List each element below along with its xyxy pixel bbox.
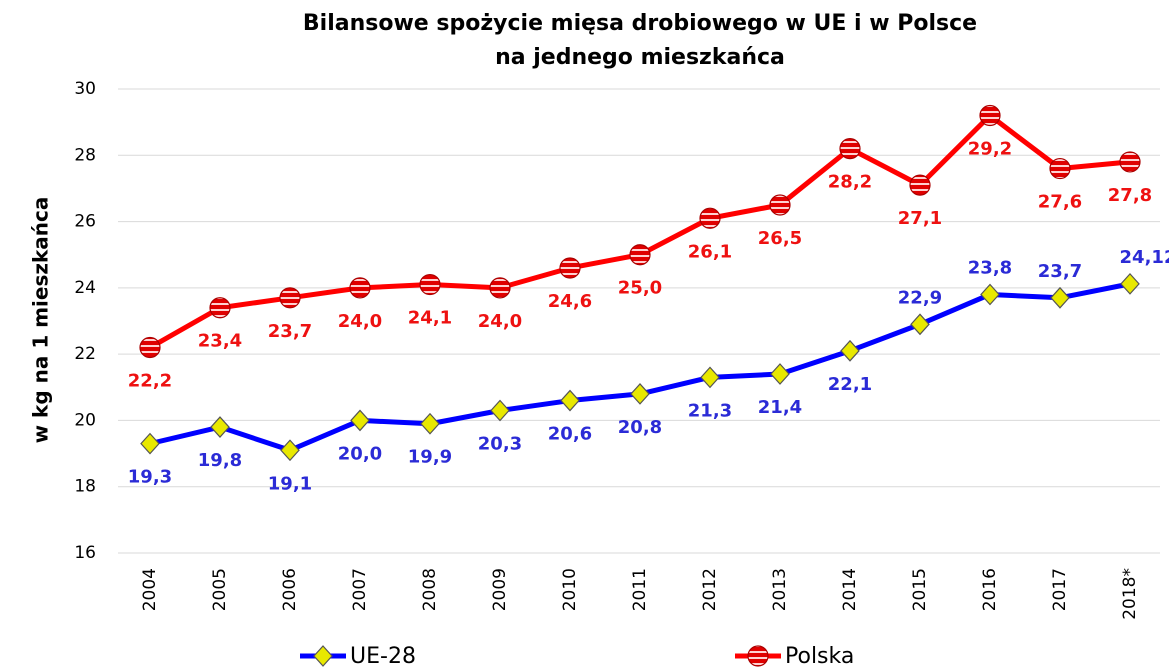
value-label: 27,1 xyxy=(898,208,942,229)
value-label: 22,1 xyxy=(828,374,872,395)
marker xyxy=(559,257,581,279)
value-label: 20,3 xyxy=(478,433,522,454)
value-label: 24,6 xyxy=(548,291,592,312)
value-label: 24,0 xyxy=(338,311,382,332)
value-label: 26,1 xyxy=(688,241,732,262)
marker xyxy=(979,104,1001,127)
marker xyxy=(910,313,930,336)
marker xyxy=(560,389,580,412)
x-tick-label: 2014 xyxy=(840,568,860,611)
marker xyxy=(350,409,370,432)
value-label: 19,8 xyxy=(198,450,242,471)
marker xyxy=(629,244,651,266)
value-label: 22,2 xyxy=(128,371,172,392)
x-tick-label: 2011 xyxy=(630,568,650,611)
value-label: 27,8 xyxy=(1108,185,1152,206)
x-tick-label: 2004 xyxy=(140,568,160,611)
x-tick-label: 2017 xyxy=(1050,568,1070,611)
marker xyxy=(140,432,160,455)
marker xyxy=(840,339,860,362)
marker xyxy=(419,273,441,296)
y-tick-label: 26 xyxy=(74,212,96,232)
legend-label: Polska xyxy=(785,644,854,668)
value-label: 24,1 xyxy=(408,308,452,329)
marker xyxy=(839,138,861,160)
value-label: 25,0 xyxy=(618,278,662,299)
legend-item: Polska xyxy=(735,644,854,668)
marker xyxy=(1049,157,1071,180)
marker xyxy=(349,277,371,299)
x-tick-label: 2018* xyxy=(1120,568,1140,620)
marker xyxy=(313,645,333,667)
marker xyxy=(209,297,231,319)
y-axis-label: w kg na 1 mieszkańca xyxy=(29,197,53,444)
marker xyxy=(210,416,230,438)
marker xyxy=(139,336,161,359)
value-label: 19,1 xyxy=(268,473,312,494)
value-label: 24,12 xyxy=(1120,247,1169,268)
legend-item: UE-28 xyxy=(300,644,416,668)
x-tick-label: 2005 xyxy=(210,568,230,611)
x-tick-label: 2012 xyxy=(700,568,720,611)
y-tick-label: 18 xyxy=(74,477,96,497)
y-tick-label: 22 xyxy=(74,344,96,364)
value-label: 20,6 xyxy=(548,424,592,445)
chart-title: na jednego mieszkańca xyxy=(495,45,785,70)
y-tick-label: 24 xyxy=(74,278,96,298)
marker xyxy=(280,439,300,462)
marker xyxy=(699,207,721,229)
x-tick-label: 2016 xyxy=(980,568,1000,611)
marker xyxy=(630,383,650,405)
marker xyxy=(980,283,1000,306)
marker xyxy=(770,363,790,385)
marker xyxy=(1050,286,1070,309)
y-tick-label: 16 xyxy=(74,543,96,563)
value-label: 28,2 xyxy=(828,172,872,193)
chart-title: Bilansowe spożycie mięsa drobiowego w UE… xyxy=(303,11,977,36)
legend-label: UE-28 xyxy=(350,644,416,668)
value-label: 24,0 xyxy=(478,311,522,332)
value-label: 29,2 xyxy=(968,139,1012,160)
y-tick-label: 20 xyxy=(74,410,96,430)
x-tick-label: 2009 xyxy=(490,568,510,611)
value-label: 21,4 xyxy=(758,397,802,418)
marker xyxy=(769,194,791,216)
value-label: 23,8 xyxy=(968,257,1012,278)
marker xyxy=(420,412,440,435)
value-label: 26,5 xyxy=(758,228,802,249)
marker xyxy=(700,366,720,389)
x-tick-label: 2006 xyxy=(280,568,300,611)
marker xyxy=(1119,151,1141,173)
marker xyxy=(909,174,931,196)
marker xyxy=(747,645,769,667)
value-label: 21,3 xyxy=(688,400,732,421)
value-label: 27,6 xyxy=(1038,192,1082,213)
y-tick-label: 30 xyxy=(74,79,96,99)
marker xyxy=(489,277,511,299)
value-label: 23,4 xyxy=(198,331,242,352)
x-tick-label: 2010 xyxy=(560,568,580,611)
value-label: 22,9 xyxy=(898,287,942,308)
marker xyxy=(1120,272,1140,295)
value-label: 23,7 xyxy=(1038,261,1082,282)
value-label: 20,0 xyxy=(338,443,382,464)
x-tick-label: 2013 xyxy=(770,568,790,611)
y-tick-label: 28 xyxy=(74,145,96,165)
marker xyxy=(279,287,301,309)
x-tick-label: 2007 xyxy=(350,568,370,611)
x-tick-label: 2008 xyxy=(420,568,440,611)
value-label: 20,8 xyxy=(618,417,662,438)
x-tick-label: 2015 xyxy=(910,568,930,611)
value-label: 23,7 xyxy=(268,321,312,342)
value-label: 19,9 xyxy=(408,447,452,468)
marker xyxy=(490,399,510,422)
value-label: 19,3 xyxy=(128,467,172,488)
